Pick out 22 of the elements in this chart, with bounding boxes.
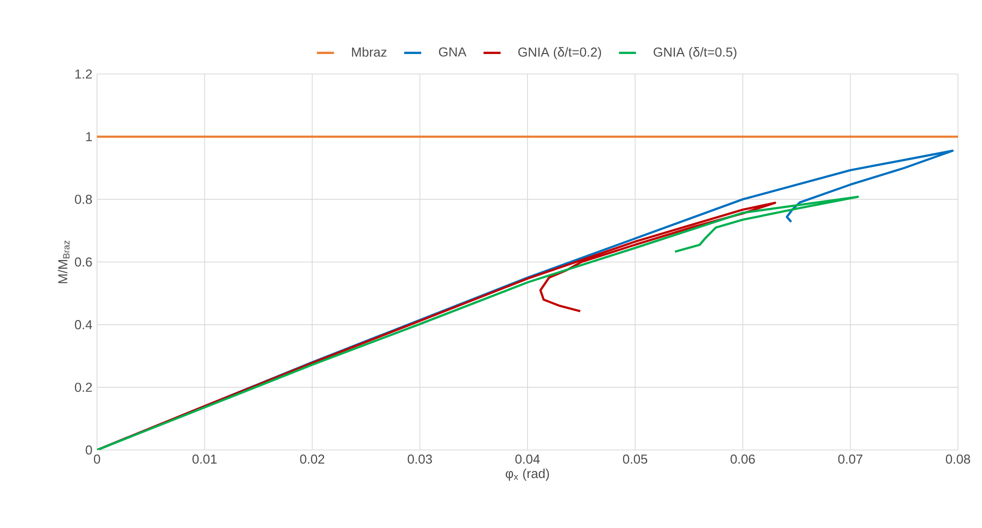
legend-label: Mbraz bbox=[352, 47, 386, 57]
legend-label: GNA bbox=[438, 47, 466, 57]
y-tick-label: 0.2 bbox=[74, 382, 92, 392]
x-tick-label: 0.03 bbox=[408, 454, 432, 464]
x-tick-label: 0.04 bbox=[515, 454, 540, 464]
x-tick-label: 0.02 bbox=[300, 454, 324, 464]
y-tick-label: 0.4 bbox=[74, 320, 92, 330]
x-axis-title: φ$_{x}$ (rad) bbox=[506, 468, 549, 481]
x-tick-label: 0.07 bbox=[838, 454, 862, 464]
y-axis-title: M/M$_{Braz}$ bbox=[58, 240, 70, 284]
legend-label: GNIA (δ/t=0.5) bbox=[654, 47, 736, 60]
y-tick-label: 0.8 bbox=[74, 194, 92, 204]
y-tick-label: 1.2 bbox=[75, 69, 92, 79]
x-tick-label: 0.06 bbox=[730, 454, 755, 464]
x-tick-label: 0.01 bbox=[192, 454, 217, 464]
x-tick-label: 0.08 bbox=[946, 454, 970, 464]
y-tick-label: 0 bbox=[86, 445, 92, 455]
x-tick-label: 0.05 bbox=[622, 454, 648, 464]
x-tick-label: 0 bbox=[94, 454, 100, 464]
y-tick-label: 1 bbox=[86, 132, 92, 142]
legend-label: GNIA (δ/t=0.2) bbox=[518, 47, 602, 60]
y-tick-label: 0.6 bbox=[74, 257, 92, 267]
